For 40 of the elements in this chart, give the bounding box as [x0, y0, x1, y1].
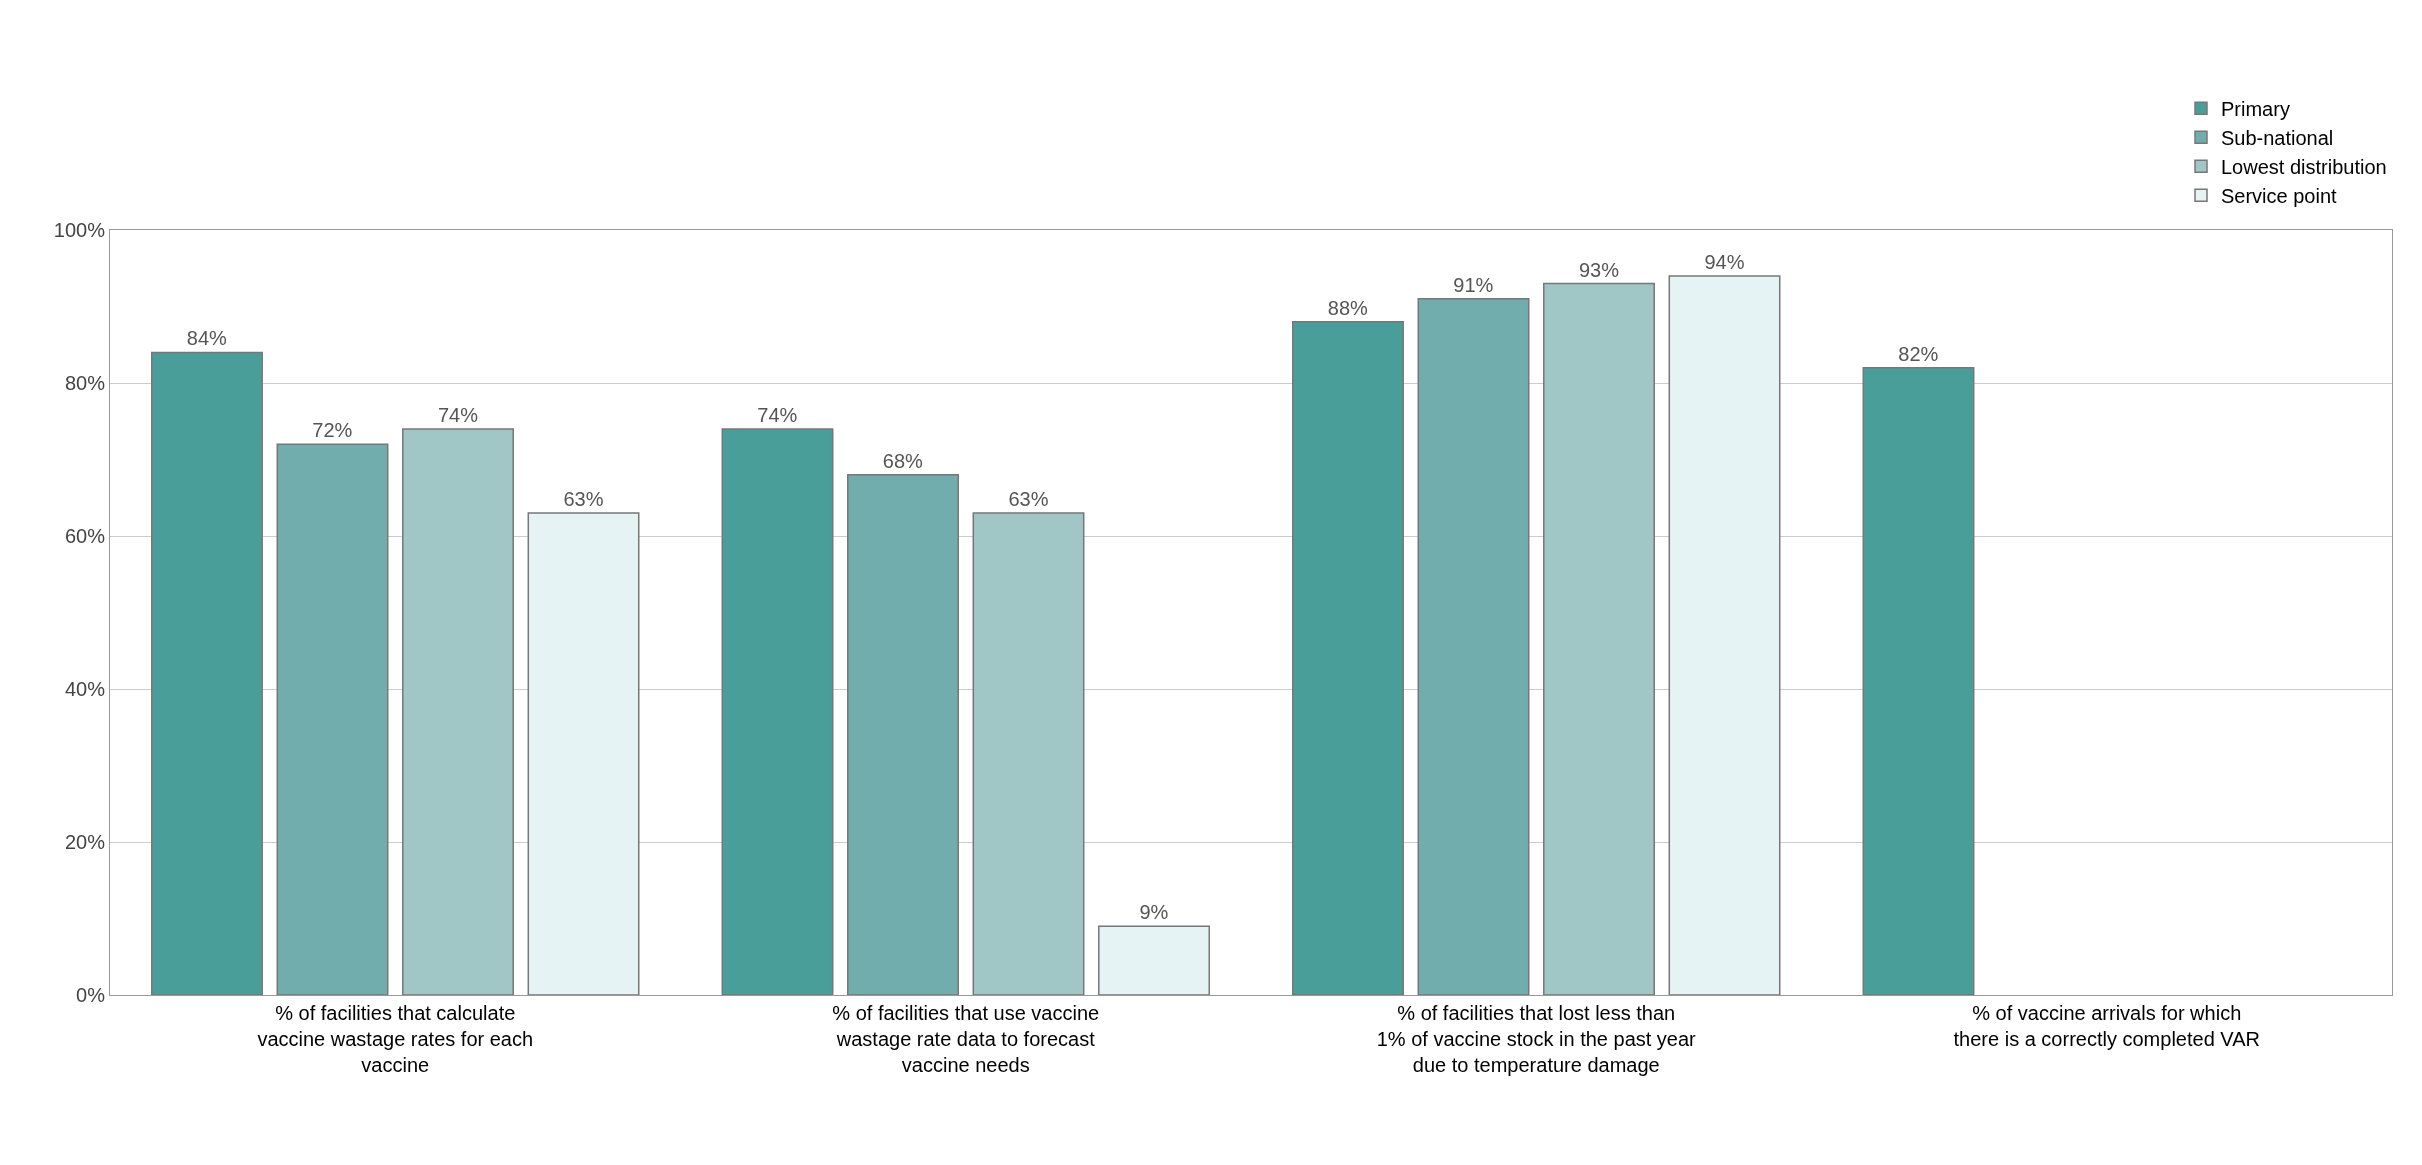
- bar: [1862, 366, 1975, 995]
- bar: [1668, 275, 1781, 995]
- bar: [721, 428, 834, 995]
- data-label: 94%: [1704, 250, 1745, 273]
- data-label: 74%: [437, 403, 479, 426]
- bar: [1098, 925, 1210, 995]
- bar: [1292, 321, 1404, 995]
- bar: [527, 512, 640, 995]
- y-tick-label: 100%: [53, 219, 106, 241]
- legend-label: Primary: [2221, 98, 2290, 120]
- data-label: 74%: [757, 403, 798, 426]
- y-tick-label: 0%: [76, 984, 106, 1006]
- bar: [972, 512, 1085, 995]
- y-tick-label: 80%: [64, 372, 106, 394]
- data-label: 84%: [186, 327, 228, 350]
- data-label: 72%: [312, 419, 353, 442]
- data-label: 91%: [1453, 273, 1494, 296]
- data-label: 9%: [1139, 901, 1169, 924]
- data-label: 82%: [1898, 342, 1939, 365]
- data-label: 93%: [1578, 258, 1620, 281]
- legend-label: Lowest distribution: [2221, 156, 2387, 178]
- x-tick-label: % of facilities that use vaccine wastage rate data to forecast vaccine needs: [832, 1002, 1100, 1076]
- legend-label: Service point: [2221, 185, 2338, 207]
- x-tick-label: % of facilities that calculate vaccine wastage rates for each vaccine: [257, 1002, 534, 1076]
- x-tick-label: % of facilities that lost less than 1% of vaccine stock in the past year due to temperature damage: [1376, 1002, 1697, 1076]
- data-label: 63%: [563, 488, 604, 511]
- bar: [847, 474, 959, 995]
- y-tick-label: 40%: [64, 678, 106, 700]
- legend-label: Sub-national: [2221, 127, 2334, 149]
- y-tick-label: 60%: [64, 525, 106, 547]
- bar: [151, 351, 263, 995]
- bar: [1417, 298, 1530, 995]
- bar: [402, 428, 514, 995]
- x-tick-label: % of vaccine arrivals for which there is a correctly completed VAR: [1953, 1002, 2260, 1050]
- data-label: 68%: [882, 449, 924, 472]
- bar: [276, 443, 389, 995]
- bar: [1543, 282, 1655, 995]
- y-tick-label: 20%: [64, 831, 106, 853]
- data-label: 63%: [1008, 488, 1049, 511]
- data-label: 88%: [1327, 296, 1369, 319]
